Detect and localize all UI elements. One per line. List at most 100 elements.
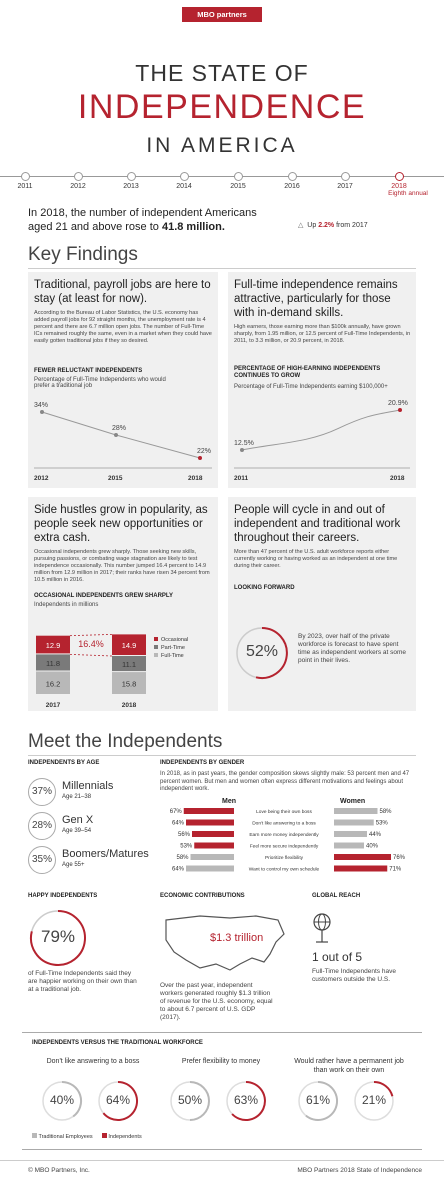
bar-men <box>190 854 234 860</box>
versus-question: Prefer flexibility to money <box>181 1058 261 1065</box>
data-label: 28% <box>112 425 126 432</box>
bar-women <box>334 842 364 849</box>
panel-payroll: Traditional, payroll jobs are here to st… <box>28 272 218 488</box>
bar-value: 15.8 <box>122 680 137 689</box>
bar-men <box>194 842 234 849</box>
versus-box: INDEPENDENTS VERSUS THE TRADITIONAL WORK… <box>22 1032 422 1150</box>
timeline-dot <box>233 172 243 181</box>
versus-label: INDEPENDENTS VERSUS THE TRADITIONAL WORK… <box>32 1040 203 1046</box>
logo: MBO partners <box>182 7 262 22</box>
tick-label: 2015 <box>108 475 123 482</box>
category-label: Want to control my own schedule <box>249 867 320 873</box>
bar-value: 53% <box>376 821 389 827</box>
ring-arc <box>102 1080 138 1121</box>
divider <box>28 268 416 269</box>
versus-value: 50% <box>177 1093 203 1107</box>
data-point <box>198 456 202 460</box>
bar-women <box>334 854 391 860</box>
panel-title: People will cycle in and out of independ… <box>234 504 401 544</box>
title-line-2: INDEPENDENCE <box>77 88 367 126</box>
timeline-line <box>0 176 444 177</box>
timeline-dot <box>73 172 83 181</box>
bar-value: 11.8 <box>46 659 60 668</box>
versus-question: Don't like answering to a boss <box>46 1058 140 1065</box>
forecast-desc: By 2023, over half of the private workfo… <box>298 633 407 664</box>
women-label: Women <box>340 798 366 805</box>
timeline-dot <box>340 172 350 181</box>
ring-arc <box>189 1081 210 1121</box>
panel-label: PERCENTAGE OF HIGH-EARNING INDEPENDENTS … <box>234 366 381 379</box>
intro-text: In 2018, the number of independent Ameri… <box>28 207 257 233</box>
timeline-year: 2014 <box>176 183 192 190</box>
happy-text: of Full-Time Independents said they are … <box>28 970 137 993</box>
legend-swatch <box>154 653 158 657</box>
ring-79 <box>30 910 86 966</box>
ring-52 <box>236 627 288 679</box>
tick-label: 2011 <box>234 475 248 482</box>
bar-value: 44% <box>369 832 382 838</box>
timeline-year: 2017 <box>337 183 353 190</box>
data-label: 34% <box>34 402 48 409</box>
versus-ring <box>354 1081 394 1121</box>
legend-entry: Full-Time <box>161 653 184 659</box>
bar-men <box>186 819 234 826</box>
age-range: Age 21–38 <box>62 794 92 800</box>
bar-segment <box>36 654 70 671</box>
series-line <box>241 409 401 451</box>
panel-body: According to the Bureau of Labor Statist… <box>34 310 212 344</box>
happy-label: HAPPY INDEPENDENTS <box>28 893 98 899</box>
timeline-dot <box>126 172 136 181</box>
age-circle: 37% <box>28 778 56 806</box>
panel-body: More than 47 percent of the U.S. adult w… <box>234 549 398 569</box>
age-label: INDEPENDENTS BY AGE <box>28 760 100 766</box>
bar-segment <box>112 634 146 655</box>
gender-bar-chart: 67% 58% Love being their own boss 64% 53% Don… <box>170 808 406 873</box>
legend-entry: Part-Time <box>161 645 185 651</box>
bar-women <box>334 831 367 837</box>
data-point <box>240 448 244 452</box>
tick-label: 2012 <box>34 475 49 482</box>
data-point <box>398 408 402 412</box>
panel-title: Full-time independence remains attractiv… <box>234 279 398 319</box>
bar-segment <box>36 671 70 694</box>
bar-value: 12.9 <box>46 641 61 650</box>
bar-value: 11.1 <box>122 660 136 669</box>
econ-text: Over the past year, independent workers … <box>160 982 273 1021</box>
category-label: Prioritize flexibility <box>265 855 304 861</box>
growth-line <box>69 654 113 657</box>
bar-men <box>192 831 234 837</box>
timeline-year: 2011 <box>17 183 33 190</box>
bar-value: 58% <box>176 855 189 861</box>
versus-ring <box>226 1081 266 1121</box>
footer-right: MBO Partners 2018 State of Independence <box>297 1167 422 1174</box>
timeline-current-sub: Eighth annual <box>388 190 428 197</box>
panel-sub: Independents in millions <box>34 602 99 608</box>
meet-heading: Meet the Independents <box>28 731 223 752</box>
category-label: Feel more secure independently <box>250 844 319 850</box>
age-circle: 28% <box>28 812 56 840</box>
bar-women <box>334 865 388 872</box>
bar-value: 64% <box>172 821 185 827</box>
bar-segment <box>36 635 70 654</box>
timeline-dot <box>394 172 404 181</box>
versus-ring <box>298 1080 339 1121</box>
bar-value: 76% <box>393 855 406 861</box>
category-label: Love being their own boss <box>256 809 312 815</box>
data-label: 20.9% <box>388 400 408 407</box>
bar-women <box>334 808 378 814</box>
bar-value: 53% <box>180 844 193 850</box>
econ-value: $1.3 trillion <box>210 932 264 944</box>
reluctant-line-chart: 34% 2012 28% 2015 22% 2018 <box>34 402 212 482</box>
globe-pin-icon <box>313 913 331 943</box>
men-label: Men <box>222 798 236 805</box>
versus-ring <box>170 1081 210 1121</box>
panel-label: LOOKING FORWARD <box>234 585 295 591</box>
age-range: Age 55+ <box>62 862 85 868</box>
ring-arc <box>305 1080 339 1121</box>
panel-high-earners: Full-time independence remains attractiv… <box>228 272 416 488</box>
category-label: Earn more money independently <box>249 832 319 838</box>
intro-up: △ Up 2.2% from 2017 <box>298 222 368 229</box>
happy-value: 79% <box>40 927 76 946</box>
bar-value: 67% <box>170 809 183 815</box>
legend-swatch <box>154 645 158 649</box>
